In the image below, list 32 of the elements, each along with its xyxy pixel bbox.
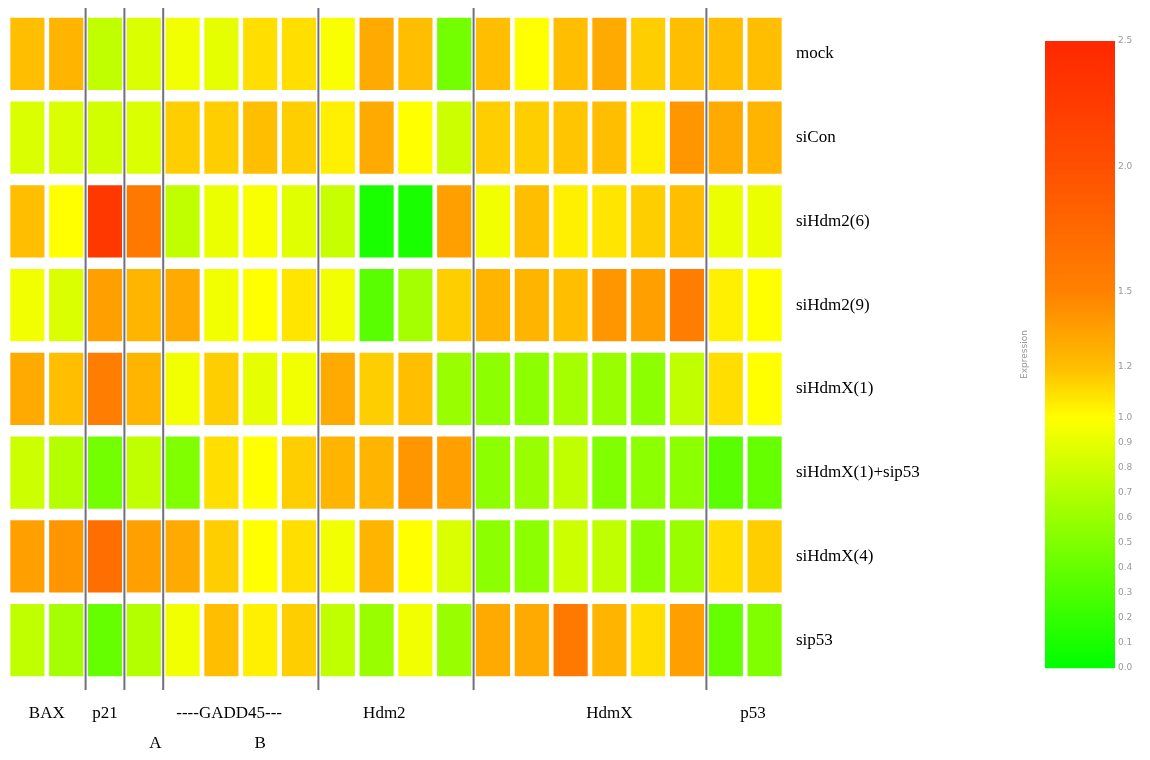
color-bar-title: Expression: [1019, 330, 1030, 379]
color-bar-label: 0.7: [1118, 486, 1133, 497]
color-bar-label: 2.0: [1118, 160, 1133, 171]
color-bar-label: 0.2: [1118, 612, 1133, 623]
y-tick-label: siCon: [796, 127, 837, 147]
color-bar-label: 0.6: [1118, 511, 1133, 522]
color-bar-label: 0.5: [1118, 536, 1133, 547]
y-tick-label: siHdmX(1)+sip53: [796, 462, 920, 482]
color-bar-label: 1.2: [1118, 361, 1133, 372]
color-bar-label: 0.1: [1118, 637, 1133, 648]
text: B: [254, 733, 266, 752]
y-tick-label: mock: [796, 43, 835, 63]
text: HdmX: [586, 703, 633, 722]
text: Hdm2: [363, 703, 406, 722]
y-tick-label: siHdm2(9): [796, 294, 870, 314]
text: p53: [740, 703, 766, 722]
text: BAX: [28, 703, 65, 722]
text: A: [149, 733, 163, 752]
color-bar-label: 1.0: [1118, 411, 1133, 422]
color-bar-label: 0.4: [1118, 562, 1133, 573]
y-tick-label: sip53: [796, 629, 833, 649]
color-bar-label: 0.8: [1118, 461, 1133, 472]
text: p21: [92, 703, 118, 722]
y-tick-label: siHdmX(1): [796, 378, 874, 398]
text: ----GADD45---: [176, 703, 283, 722]
color-bar-label: 1.5: [1118, 286, 1133, 297]
color-bar-label: 0.9: [1118, 436, 1133, 447]
color-bar-label: 0.3: [1118, 587, 1133, 598]
color-bar-label: 2.5: [1118, 35, 1133, 46]
y-tick-label: siHdmX(4): [796, 545, 874, 565]
color-bar-label: 0.0: [1118, 662, 1133, 673]
y-tick-label: siHdm2(6): [796, 210, 870, 230]
